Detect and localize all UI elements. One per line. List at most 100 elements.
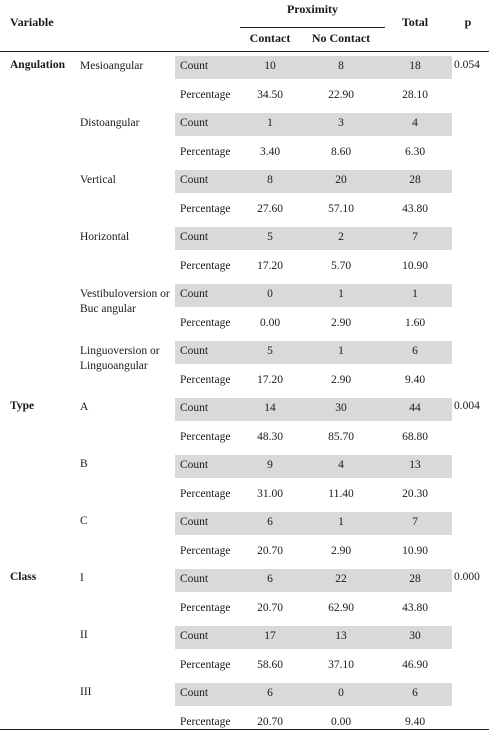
contact-cell: 9 (267, 459, 273, 471)
header-bottom-rule (0, 51, 489, 52)
subcategory-label: III (80, 686, 92, 698)
total-cell: 9.40 (404, 373, 426, 386)
total-cell: 6 (412, 687, 418, 699)
stat-cell: Count (180, 516, 209, 528)
table-row: Count 6 1 7 (0, 510, 489, 538)
table-bottom-rule (0, 729, 489, 730)
no-contact-cell: 30 (335, 402, 347, 414)
table-row: Percentage 58.60 37.10 46.90 (0, 653, 489, 681)
stat-cell: Count (180, 117, 209, 129)
total-cell: 20.30 (402, 487, 428, 500)
table-row: Percentage 31.00 11.40 20.30 (0, 482, 489, 510)
no-contact-cell: 11.40 (328, 487, 354, 500)
total-cell: 28.10 (402, 88, 428, 101)
row-shading (175, 341, 452, 364)
no-contact-cell: 85.70 (328, 430, 354, 443)
stat-cell: Percentage (180, 544, 231, 557)
stat-cell: Percentage (180, 259, 231, 272)
no-contact-cell: 13 (335, 630, 347, 642)
table-row: Count 17 13 30 (0, 624, 489, 652)
table-row: Count 6 22 28 (0, 567, 489, 595)
subcategory-label: Vertical (80, 174, 116, 186)
stat-cell: Percentage (180, 373, 231, 386)
no-contact-cell: 0.00 (330, 715, 352, 728)
contact-cell: 10 (264, 60, 276, 72)
header-contact: Contact (249, 31, 291, 45)
no-contact-cell: 8.60 (330, 145, 352, 158)
no-contact-cell: 37.10 (328, 658, 354, 671)
total-cell: 46.90 (402, 658, 428, 671)
subcategory-label: A (80, 401, 89, 413)
row-shading (175, 113, 452, 136)
total-cell: 28 (409, 573, 421, 585)
contact-cell: 6 (267, 573, 273, 585)
stat-cell: Count (180, 402, 209, 414)
row-shading (175, 170, 452, 193)
row-shading (175, 227, 452, 250)
subcategory-label: Mesioangular (80, 60, 144, 72)
subcategory-label: Linguoversion or Linguoangular (80, 345, 160, 372)
no-contact-cell: 22 (335, 573, 347, 585)
row-shading (175, 56, 452, 79)
header-proximity: Proximity (286, 2, 339, 16)
table-row: Count 5 1 6 (0, 339, 489, 367)
no-contact-cell: 57.10 (328, 202, 354, 215)
table-row: Percentage 0.00 2.90 1.60 (0, 311, 489, 339)
row-shading (175, 569, 452, 592)
stat-cell: Count (180, 288, 209, 300)
table-row: Percentage 20.70 62.90 43.80 (0, 596, 489, 624)
total-cell: 10.90 (402, 544, 428, 557)
total-cell: 7 (412, 516, 418, 528)
table-row: Percentage 3.40 8.60 6.30 (0, 140, 489, 168)
contact-cell: 20.70 (257, 715, 283, 728)
total-cell: 7 (412, 231, 418, 243)
contact-cell: 1 (267, 117, 273, 129)
table-row: Count 6 0 6 (0, 681, 489, 709)
no-contact-cell: 22.90 (328, 88, 354, 101)
table-row: Percentage 20.70 0.00 9.40 (0, 710, 489, 738)
contact-cell: 27.60 (257, 202, 283, 215)
contact-cell: 48.30 (257, 430, 283, 443)
contact-cell: 0.00 (259, 316, 281, 329)
contact-cell: 5 (267, 345, 273, 357)
total-cell: 6.30 (404, 145, 426, 158)
stat-cell: Count (180, 459, 209, 471)
contact-cell: 3.40 (259, 145, 281, 158)
no-contact-cell: 2.90 (330, 316, 352, 329)
stat-cell: Count (180, 231, 209, 243)
contact-cell: 17.20 (257, 373, 283, 386)
header-variable: Variable (10, 15, 54, 29)
total-cell: 1.60 (404, 316, 426, 329)
total-cell: 43.80 (402, 202, 428, 215)
stat-cell: Count (180, 573, 209, 585)
table-row: Percentage 20.70 2.90 10.90 (0, 539, 489, 567)
header-total: Total (401, 15, 429, 29)
header-p: p (464, 15, 472, 29)
no-contact-cell: 1 (338, 345, 344, 357)
total-cell: 28 (409, 174, 421, 186)
group-p-angulation: 0.054 (454, 59, 480, 71)
contact-cell: 8 (267, 174, 273, 186)
stat-cell: Count (180, 60, 209, 72)
table-row: Percentage 48.30 85.70 68.80 (0, 425, 489, 453)
row-shading (175, 284, 452, 307)
no-contact-cell: 1 (338, 516, 344, 528)
group-label-angulation: Angulation (10, 59, 65, 71)
contact-cell: 31.00 (257, 487, 283, 500)
no-contact-cell: 8 (338, 60, 344, 72)
subcategory-label: Distoangular (80, 117, 140, 129)
total-cell: 6 (412, 345, 418, 357)
subcategory-label: II (80, 629, 88, 641)
no-contact-cell: 4 (338, 459, 344, 471)
stat-cell: Percentage (180, 715, 231, 728)
stat-cell: Percentage (180, 88, 231, 101)
contact-cell: 6 (267, 687, 273, 699)
row-shading (175, 683, 452, 706)
table-row: Percentage 17.20 5.70 10.90 (0, 254, 489, 282)
stat-cell: Percentage (180, 658, 231, 671)
group-label-type: Type (10, 400, 35, 412)
no-contact-cell: 20 (335, 174, 347, 186)
group-p-type: 0.004 (454, 400, 480, 412)
contact-cell: 34.50 (257, 88, 283, 101)
table-row: Count 9 4 13 (0, 453, 489, 481)
